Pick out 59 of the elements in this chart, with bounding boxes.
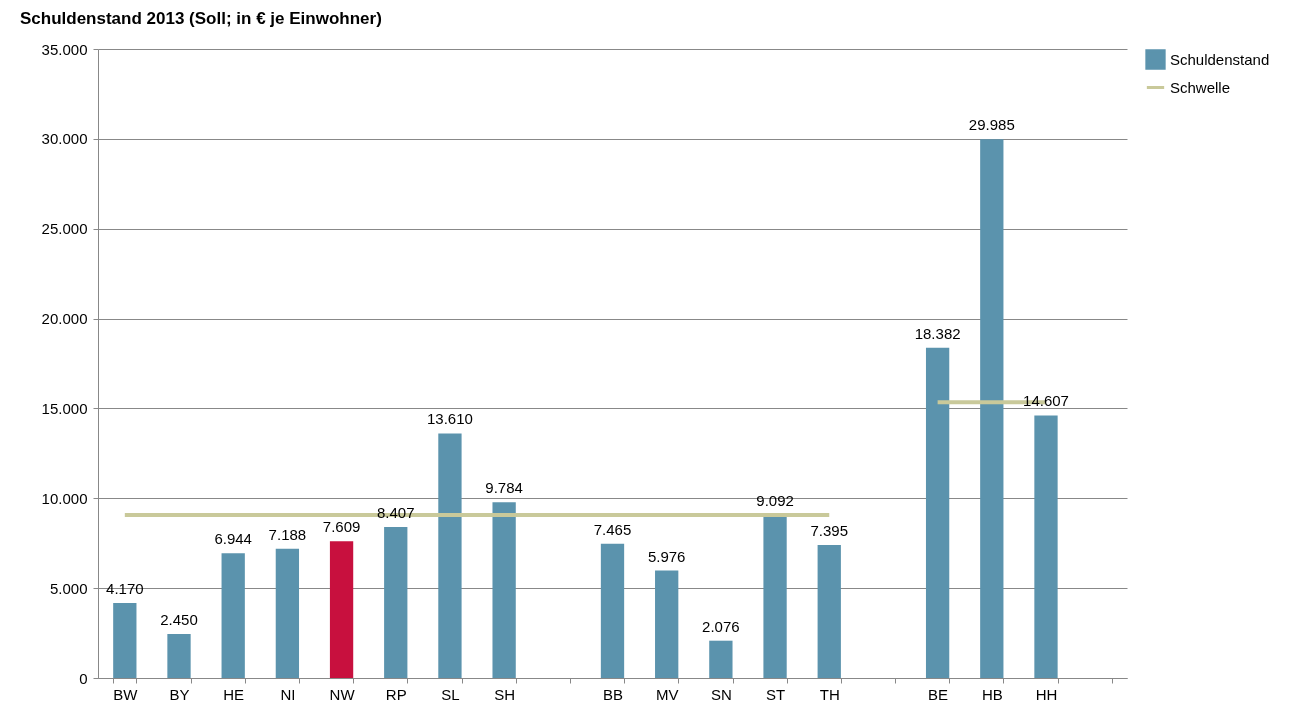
y-tick-label: 35.000 (41, 40, 88, 58)
data-label: 7.188 (268, 525, 307, 543)
data-label: 7.609 (322, 518, 361, 536)
bar (384, 526, 408, 678)
data-label: 5.976 (647, 547, 686, 565)
y-tick-label: 5.000 (49, 579, 88, 597)
bar (221, 553, 245, 678)
data-label: 4.170 (106, 580, 144, 598)
bar (438, 433, 462, 678)
x-tick-label: NI (280, 685, 296, 703)
x-tick-label: BE (928, 685, 949, 703)
data-label: 7.465 (593, 520, 632, 538)
legend-label: Schwelle (1170, 78, 1231, 96)
bar (925, 347, 950, 678)
chart-title: Schuldenstand 2013 (Soll; in € je Einwohner) (20, 9, 382, 28)
bar (329, 541, 354, 678)
y-tick-label: 20.000 (41, 310, 88, 328)
x-tick-label: ST (765, 685, 786, 703)
data-label: 7.395 (810, 522, 849, 540)
bar (492, 502, 516, 678)
x-tick-label: BW (113, 685, 139, 703)
bar (980, 139, 1004, 678)
x-tick-label: SL (441, 685, 460, 703)
data-label: 2.450 (160, 610, 198, 628)
x-tick-label: NW (329, 685, 356, 703)
bar (275, 548, 300, 678)
x-tick-label: SH (494, 685, 516, 703)
bar (655, 570, 679, 678)
x-tick-label: TH (819, 685, 840, 703)
x-tick-label: BY (169, 685, 190, 703)
y-tick-label: 0 (79, 669, 88, 687)
data-label: 14.607 (1023, 392, 1069, 410)
y-tick-label: 15.000 (41, 399, 88, 417)
x-tick-label: HE (223, 685, 245, 703)
x-tick-label: RP (385, 685, 407, 703)
data-label: 29.985 (968, 116, 1015, 134)
x-tick-label: BB (602, 685, 624, 703)
bar (167, 633, 191, 678)
bar (1034, 415, 1058, 678)
data-label: 2.076 (702, 617, 740, 635)
bar (817, 545, 841, 678)
y-tick-label: 30.000 (41, 130, 88, 148)
bar (763, 514, 787, 678)
x-tick-label: HB (981, 685, 1003, 703)
x-tick-label: HH (1035, 685, 1058, 703)
data-label: 9.784 (485, 479, 523, 497)
data-label: 18.382 (914, 324, 961, 342)
y-tick-label: 25.000 (41, 220, 88, 238)
bar (113, 603, 137, 678)
x-tick-label: MV (655, 685, 679, 703)
data-label: 6.944 (214, 530, 252, 548)
data-label: 13.610 (427, 410, 473, 428)
y-tick-label: 10.000 (41, 489, 88, 507)
x-tick-label: SN (710, 685, 732, 703)
data-label: 8.407 (376, 503, 415, 521)
legend-label: Schuldenstand (1170, 50, 1270, 68)
bar (600, 543, 625, 678)
bar (709, 640, 733, 678)
data-label: 9.092 (756, 491, 794, 509)
